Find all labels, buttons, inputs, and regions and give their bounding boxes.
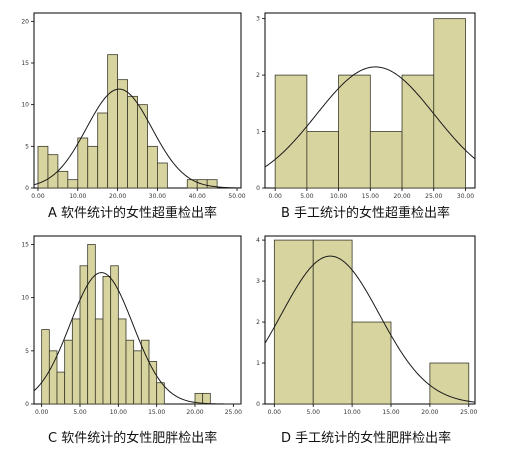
y-tick-label: 2	[256, 72, 260, 79]
histogram-bar	[87, 145, 99, 189]
x-tick-label: 0.00	[268, 193, 282, 200]
histogram-bar	[107, 54, 118, 189]
histogram-bar	[47, 154, 59, 189]
x-tick-label: 15.00	[362, 193, 379, 200]
y-tick-label: 4	[256, 237, 260, 244]
y-tick-label: 0	[256, 185, 260, 192]
y-tick-label: 15	[21, 242, 29, 249]
x-tick-label: 0.00	[35, 409, 49, 416]
y-tick-label: 15	[21, 60, 29, 67]
x-tick-label: 5.00	[307, 409, 321, 416]
x-tick-label: 20.00	[109, 193, 126, 200]
y-tick-label: 10	[21, 102, 29, 109]
y-tick-label: 3	[256, 16, 260, 23]
x-tick-label: 0.00	[268, 409, 282, 416]
histogram-bar	[433, 18, 466, 189]
histogram-bar	[77, 137, 89, 189]
y-tick-label: 0	[256, 401, 260, 408]
x-tick-label: 20.00	[393, 193, 410, 200]
histogram-bar	[401, 74, 435, 189]
x-tick-label: 20.00	[421, 409, 438, 416]
histogram-bar	[110, 265, 119, 405]
histogram-bar	[41, 329, 50, 405]
histogram-bar	[148, 361, 158, 405]
histogram-bar	[429, 362, 470, 405]
histogram-bar	[133, 350, 142, 405]
histogram-bar	[156, 382, 165, 405]
y-tick-label: 1	[256, 360, 260, 367]
x-tick-label: 5.00	[73, 409, 87, 416]
x-tick-label: 10.00	[110, 409, 127, 416]
x-tick-label: 15.00	[382, 409, 399, 416]
x-tick-label: 0.00	[31, 193, 45, 200]
histogram-bar	[274, 74, 308, 189]
y-tick-label: 0	[25, 401, 29, 408]
normal-curve	[33, 272, 241, 405]
histogram-bar	[117, 318, 127, 405]
caption-d: D 手工统计的女性肥胖检出率	[281, 431, 452, 446]
histogram-bar	[186, 179, 198, 189]
histogram-bar	[369, 131, 403, 189]
histogram-bar	[64, 339, 73, 405]
x-tick-label: 20.00	[186, 409, 203, 416]
histogram-panel-a: 0.00 10.00 20.00 30.00 40.00 50.00 0 5 10 15 20 A …	[0, 0, 255, 228]
histogram-bar	[94, 318, 104, 405]
histogram-d: 0.00 5.00 10.00 15.00 20.00 25.00 0 1 2 3 4	[256, 235, 478, 416]
x-tick-label: 10.00	[69, 193, 86, 200]
normal-curve	[33, 88, 242, 189]
x-tick-label: 30.00	[457, 193, 474, 200]
x-tick-label: 15.00	[148, 409, 165, 416]
y-tick-label: 1	[256, 129, 260, 136]
histogram-bar	[87, 244, 96, 405]
histogram-bar	[147, 145, 158, 189]
histogram-bar	[57, 170, 69, 189]
histogram-panel-d: 0.00 5.00 10.00 15.00 20.00 25.00 0 1 2 3 4 D 手工统计…	[255, 228, 510, 457]
histogram-bar	[202, 392, 211, 405]
histogram-panel-b: 0.00 5.00 10.00 15.00 20.00 25.00 30.00 0 1 2 3 B …	[255, 0, 510, 228]
y-tick-label: 0	[25, 185, 29, 192]
histogram-b: 0.00 5.00 10.00 15.00 20.00 25.00 30.00 0 1 2 3	[256, 12, 476, 200]
histogram-panel-c: 0.00 5.00 10.00 15.00 20.00 25.00 0 5 10 15 C 软件统…	[0, 228, 255, 457]
x-tick-label: 5.00	[300, 193, 314, 200]
y-tick-label: 5	[25, 348, 29, 355]
y-tick-label: 2	[256, 319, 260, 326]
histogram-bar	[56, 371, 66, 405]
x-tick-label: 10.00	[330, 193, 347, 200]
x-tick-label: 30.00	[149, 193, 166, 200]
histogram-bar	[140, 339, 150, 405]
histogram-bar	[351, 321, 392, 405]
histogram-bar	[338, 74, 371, 189]
histogram-bar	[102, 276, 112, 405]
x-tick-label: 40.00	[189, 193, 206, 200]
x-tick-label: 50.00	[228, 193, 245, 200]
y-tick-label: 20	[21, 18, 29, 25]
normal-curve	[264, 66, 476, 168]
histogram-bar	[312, 239, 353, 405]
x-tick-label: 25.00	[425, 193, 442, 200]
histogram-bar	[127, 95, 138, 189]
caption-c: C 软件统计的女性肥胖检出率	[48, 431, 218, 446]
x-tick-label: 25.00	[460, 409, 477, 416]
y-tick-label: 5	[25, 143, 29, 150]
caption-b: B 手工统计的女性超重检出率	[281, 206, 451, 221]
histogram-bar	[97, 112, 109, 189]
histogram-bar	[125, 339, 135, 405]
x-tick-label: 10.00	[344, 409, 361, 416]
histogram-bar	[157, 162, 168, 189]
histogram-c: 0.00 5.00 10.00 15.00 20.00 25.00 0 5 10 15	[21, 235, 242, 416]
histogram-bar	[67, 179, 79, 189]
y-tick-label: 10	[21, 295, 29, 302]
caption-a: A 软件统计的女性超重检出率	[48, 206, 218, 221]
histogram-bar	[117, 79, 128, 189]
histogram-bar	[273, 239, 314, 405]
histogram-bar	[206, 179, 218, 189]
normal-curve	[264, 255, 476, 403]
y-tick-label: 3	[256, 278, 260, 285]
histogram-bar	[306, 131, 339, 189]
histogram-bar	[71, 318, 81, 405]
histogram-a: 0.00 10.00 20.00 30.00 40.00 50.00 0 5 10 15 20	[21, 12, 246, 200]
x-tick-label: 25.00	[225, 409, 242, 416]
